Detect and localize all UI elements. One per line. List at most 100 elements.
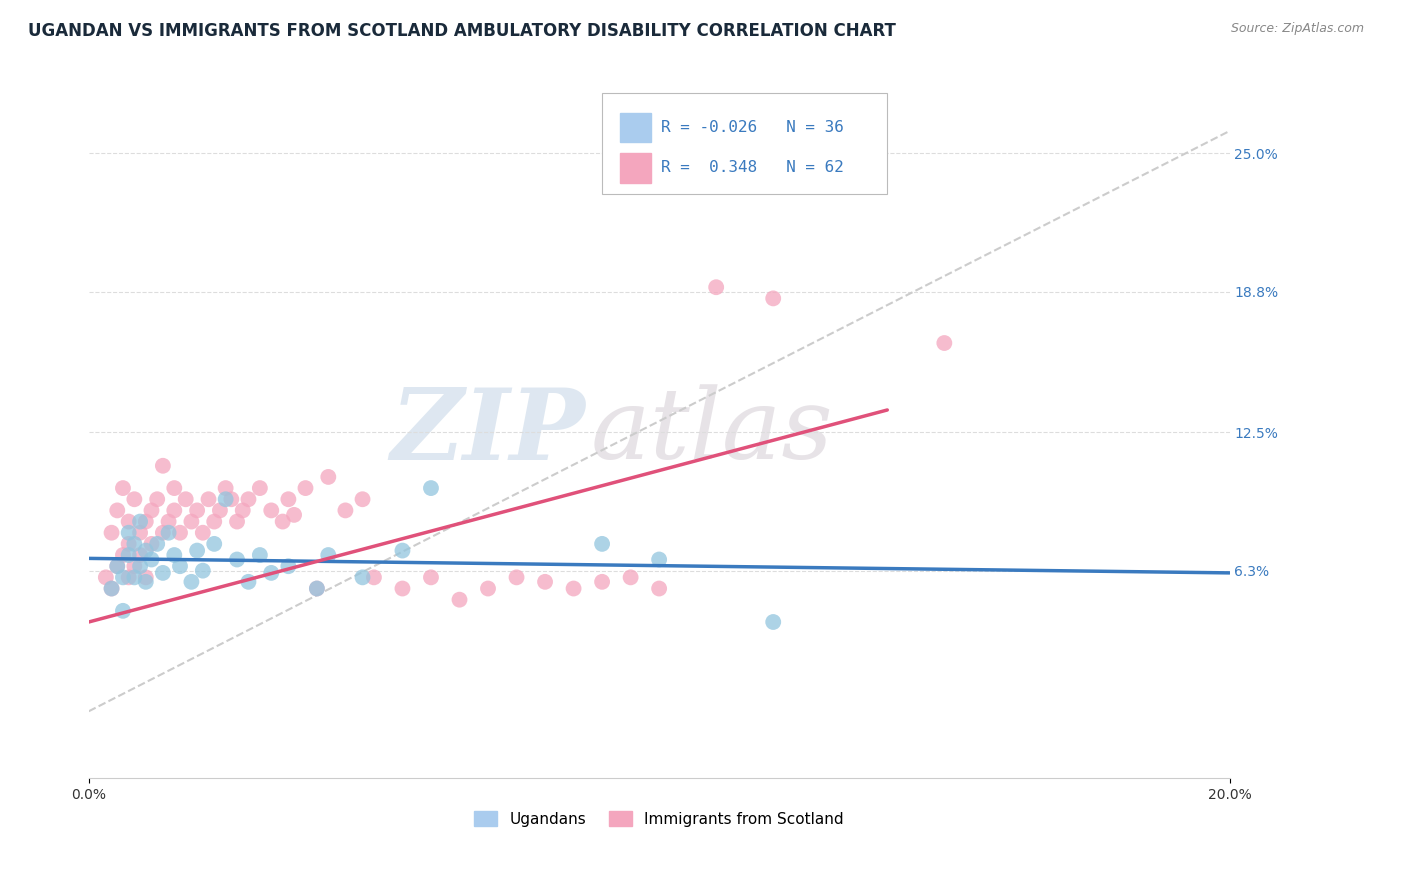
Point — [352, 570, 374, 584]
Point — [352, 492, 374, 507]
Point — [169, 559, 191, 574]
Point — [477, 582, 499, 596]
Point — [335, 503, 357, 517]
Point — [180, 515, 202, 529]
Text: R = -0.026   N = 36: R = -0.026 N = 36 — [661, 120, 844, 136]
Point — [591, 537, 613, 551]
Point — [260, 566, 283, 580]
Point — [318, 470, 340, 484]
Point — [305, 582, 328, 596]
Point — [146, 492, 169, 507]
Point — [135, 574, 157, 589]
Point — [111, 604, 134, 618]
Text: R =  0.348   N = 62: R = 0.348 N = 62 — [661, 161, 844, 176]
Point — [214, 492, 236, 507]
Point — [762, 615, 785, 629]
Point — [249, 548, 271, 562]
Point — [180, 574, 202, 589]
Point — [152, 525, 174, 540]
Text: ZIP: ZIP — [389, 384, 585, 481]
Point — [226, 552, 249, 566]
Point — [129, 548, 152, 562]
Point — [152, 458, 174, 473]
Point — [277, 492, 299, 507]
Point — [363, 570, 385, 584]
Point — [135, 543, 157, 558]
Point — [118, 537, 141, 551]
Point — [118, 548, 141, 562]
Point — [157, 525, 180, 540]
Point — [105, 559, 128, 574]
Point — [152, 566, 174, 580]
Point — [124, 537, 146, 551]
Point — [186, 543, 208, 558]
Point — [146, 537, 169, 551]
Point — [420, 570, 443, 584]
Point — [420, 481, 443, 495]
Point — [648, 582, 671, 596]
Point — [118, 515, 141, 529]
Point — [157, 515, 180, 529]
Text: atlas: atlas — [591, 384, 834, 480]
Point — [238, 574, 260, 589]
Point — [283, 508, 305, 522]
Point — [271, 515, 294, 529]
Point — [762, 292, 785, 306]
Point — [135, 570, 157, 584]
Point — [591, 574, 613, 589]
Point — [197, 492, 219, 507]
Point — [129, 525, 152, 540]
Point — [449, 592, 471, 607]
Point — [704, 280, 727, 294]
Point — [174, 492, 197, 507]
Point — [202, 537, 225, 551]
Point — [318, 548, 340, 562]
Point — [163, 481, 186, 495]
Point — [163, 548, 186, 562]
Point — [186, 503, 208, 517]
Text: UGANDAN VS IMMIGRANTS FROM SCOTLAND AMBULATORY DISABILITY CORRELATION CHART: UGANDAN VS IMMIGRANTS FROM SCOTLAND AMBU… — [28, 22, 896, 40]
Point — [208, 503, 231, 517]
Point — [129, 515, 152, 529]
Point — [100, 582, 122, 596]
Point — [305, 582, 328, 596]
Point — [277, 559, 299, 574]
Point — [118, 525, 141, 540]
Point — [505, 570, 527, 584]
Point — [111, 570, 134, 584]
FancyBboxPatch shape — [620, 153, 651, 183]
Point — [221, 492, 243, 507]
FancyBboxPatch shape — [602, 94, 887, 194]
Point — [820, 146, 842, 161]
Point — [260, 503, 283, 517]
Point — [191, 525, 214, 540]
Point — [648, 552, 671, 566]
Point — [620, 570, 643, 584]
Point — [100, 582, 122, 596]
Point — [534, 574, 557, 589]
Point — [105, 559, 128, 574]
Point — [163, 503, 186, 517]
Point — [105, 503, 128, 517]
Point — [124, 570, 146, 584]
Point — [202, 515, 225, 529]
Point — [124, 492, 146, 507]
Point — [249, 481, 271, 495]
Point — [934, 336, 956, 351]
Point — [214, 481, 236, 495]
Point — [169, 525, 191, 540]
Point — [226, 515, 249, 529]
Point — [232, 503, 254, 517]
Point — [141, 537, 163, 551]
Point — [111, 481, 134, 495]
Point — [124, 559, 146, 574]
Point — [391, 543, 413, 558]
Point — [94, 570, 117, 584]
Text: Source: ZipAtlas.com: Source: ZipAtlas.com — [1230, 22, 1364, 36]
Point — [294, 481, 316, 495]
Point — [118, 570, 141, 584]
FancyBboxPatch shape — [620, 113, 651, 143]
Legend: Ugandans, Immigrants from Scotland: Ugandans, Immigrants from Scotland — [468, 805, 851, 833]
Point — [191, 564, 214, 578]
Point — [141, 552, 163, 566]
